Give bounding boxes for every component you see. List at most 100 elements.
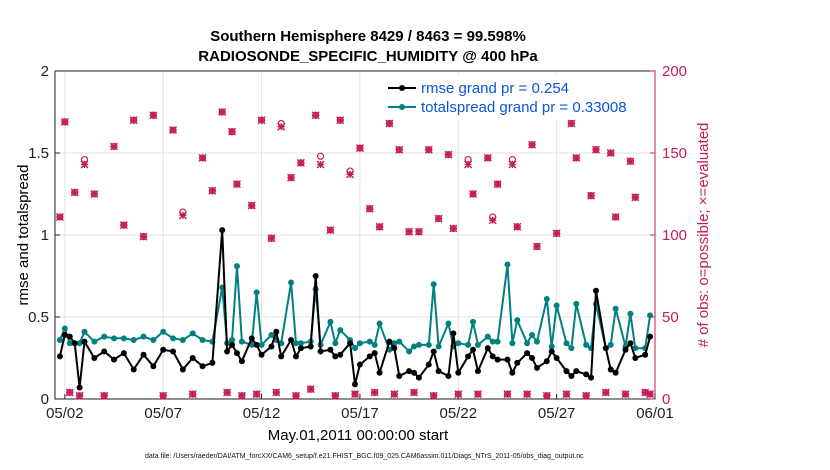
y-right-tick-label-1: 50 bbox=[662, 309, 679, 326]
obs-evaluated-point bbox=[100, 391, 109, 400]
obs-evaluated-point bbox=[641, 388, 650, 397]
rmse-point bbox=[327, 346, 334, 353]
obs-evaluated-point bbox=[331, 391, 340, 400]
totalspread-point bbox=[612, 305, 619, 312]
rmse-point bbox=[602, 345, 609, 352]
rmse-point bbox=[332, 353, 339, 360]
rmse-point bbox=[435, 368, 442, 375]
obs-evaluated-point bbox=[528, 140, 537, 149]
y-axis-right-label: # of obs: o=possible; ×=evaluated bbox=[695, 123, 712, 348]
obs-evaluated-point bbox=[252, 390, 261, 399]
obs-evaluated-point bbox=[159, 391, 168, 400]
y-tick-label-0: 0 bbox=[41, 391, 49, 408]
rmse-point bbox=[140, 351, 147, 358]
rmse-point bbox=[66, 333, 73, 340]
obs-evaluated-point bbox=[208, 186, 217, 195]
y-right-tick-label-4: 200 bbox=[662, 63, 687, 80]
totalspread-point bbox=[514, 317, 521, 324]
rmse-point bbox=[317, 348, 324, 355]
rmse-point bbox=[612, 369, 619, 376]
totalspread-point bbox=[229, 336, 236, 343]
totalspread-point bbox=[56, 336, 63, 343]
rmse-point bbox=[592, 287, 599, 294]
obs-evaluated-point bbox=[375, 222, 384, 231]
chart-title: Southern Hemisphere 8429 / 8463 = 99.598… bbox=[210, 28, 526, 45]
obs-evaluated-point bbox=[606, 149, 615, 157]
rmse-point bbox=[484, 345, 491, 352]
rmse-point bbox=[130, 366, 137, 373]
legend-spread-label: totalspread grand pr = 0.33008 bbox=[421, 99, 627, 116]
rmse-point bbox=[120, 350, 127, 357]
rmse-point bbox=[253, 341, 260, 348]
totalspread-point bbox=[150, 336, 157, 343]
rmse-point bbox=[81, 338, 88, 345]
totalspread-point bbox=[111, 335, 118, 342]
obs-evaluated-point bbox=[80, 160, 89, 169]
totalspread-point bbox=[140, 333, 147, 340]
legend-box bbox=[381, 74, 649, 120]
rmse-point bbox=[642, 351, 649, 358]
obs-evaluated-point bbox=[287, 173, 296, 182]
rmse-point bbox=[504, 356, 511, 363]
obs-evaluated-point bbox=[390, 390, 399, 399]
obs-evaluated-point bbox=[228, 127, 237, 136]
y-axis-label: rmse and totalspread bbox=[15, 165, 32, 306]
obs-evaluated-point bbox=[503, 390, 512, 399]
x-axis-label: May.01,2011 00:00:00 start bbox=[268, 427, 449, 444]
rmse-point bbox=[219, 227, 226, 234]
rmse-point bbox=[494, 356, 501, 363]
totalspread-point bbox=[371, 341, 378, 348]
obs-evaluated-point bbox=[611, 212, 620, 221]
rmse-point bbox=[386, 338, 393, 345]
rmse-point bbox=[583, 371, 590, 378]
rmse-point bbox=[514, 359, 521, 366]
rmse-point bbox=[268, 343, 275, 350]
totalspread-point bbox=[76, 340, 83, 347]
rmse-point bbox=[278, 353, 285, 360]
x-tick-label-1: 05/07 bbox=[144, 405, 182, 422]
totalspread-point bbox=[533, 338, 540, 345]
totalspread-point bbox=[484, 333, 491, 340]
totalspread-point bbox=[61, 325, 68, 332]
rmse-point bbox=[376, 369, 383, 376]
totalspread-point bbox=[430, 281, 437, 288]
rmse-point bbox=[411, 369, 418, 376]
rmse-point bbox=[170, 348, 177, 355]
totalspread-point bbox=[563, 340, 570, 347]
obs-evaluated-point bbox=[169, 126, 178, 135]
totalspread-point bbox=[233, 263, 240, 270]
rmse-point bbox=[647, 333, 654, 340]
obs-count-series bbox=[55, 106, 655, 400]
rmse-point bbox=[307, 343, 314, 350]
rmse-point bbox=[209, 359, 216, 366]
obs-evaluated-point bbox=[513, 222, 522, 231]
data-file-footer: data file: /Users/raeder/DAI/ATM_forcXX/… bbox=[145, 453, 584, 460]
totalspread-line bbox=[58, 263, 652, 353]
rmse-series bbox=[56, 227, 654, 391]
legend-rmse-label: rmse grand pr = 0.254 bbox=[421, 80, 569, 97]
totalspread-point bbox=[396, 338, 403, 345]
x-axis: 05/02 05/07 05/12 05/17 05/22 05/27 06/01 bbox=[46, 394, 674, 422]
rmse-point bbox=[248, 335, 255, 342]
totalspread-point bbox=[292, 340, 299, 347]
obs-possible-point bbox=[316, 152, 325, 160]
totalspread-point bbox=[268, 332, 275, 339]
y-tick-label-3: 1.5 bbox=[28, 145, 49, 162]
rmse-point bbox=[297, 345, 304, 352]
obs-evaluated-point bbox=[429, 391, 438, 400]
totalspread-point bbox=[179, 336, 186, 343]
totalspread-point bbox=[332, 340, 339, 347]
rmse-point bbox=[150, 363, 157, 370]
totalspread-point bbox=[101, 333, 108, 340]
totalspread-point bbox=[568, 345, 575, 352]
rmse-point bbox=[470, 346, 477, 353]
obs-evaluated-point bbox=[444, 150, 453, 159]
rmse-point bbox=[61, 332, 68, 339]
rmse-point bbox=[337, 351, 344, 358]
rmse-point bbox=[238, 358, 245, 365]
totalspread-point bbox=[297, 340, 304, 347]
totalspread-series bbox=[56, 261, 654, 355]
rmse-point bbox=[347, 340, 354, 347]
totalspread-point bbox=[91, 338, 98, 345]
rmse-point bbox=[91, 355, 98, 361]
